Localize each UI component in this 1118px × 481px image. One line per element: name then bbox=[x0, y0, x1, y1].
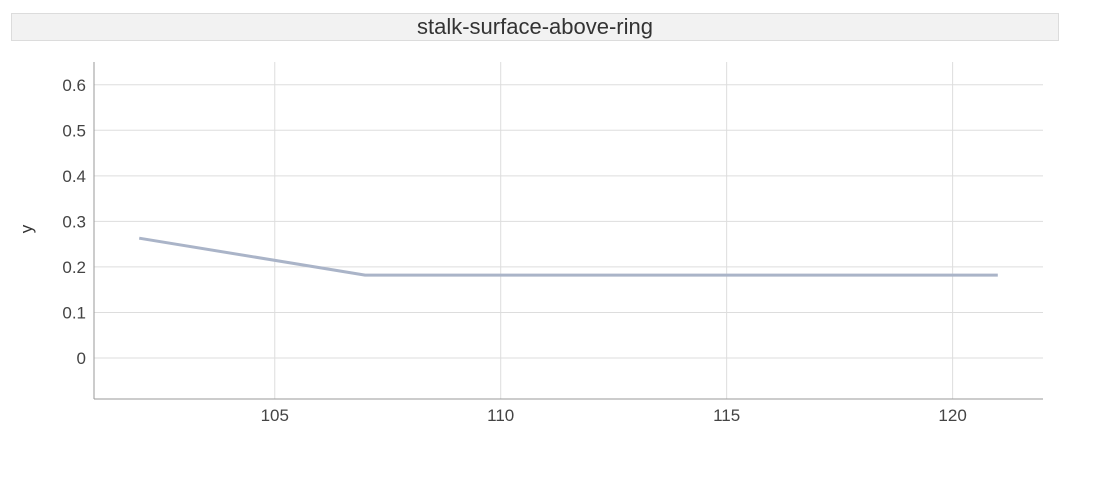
tick-labels: 0 0.1 0.2 0.3 0.4 0.5 0.6 105 110 115 120 bbox=[62, 76, 966, 425]
series-line bbox=[138, 236, 998, 277]
chart-title: stalk-surface-above-ring bbox=[11, 13, 1059, 41]
y-tick-label: 0 bbox=[77, 349, 86, 368]
axes bbox=[93, 62, 1043, 400]
y-tick-label: 0.6 bbox=[62, 76, 86, 95]
plot-area bbox=[138, 236, 998, 277]
y-tick-label: 0.4 bbox=[62, 167, 86, 186]
x-tick-label: 110 bbox=[487, 406, 514, 425]
y-axis-label: y bbox=[17, 224, 36, 233]
x-tick-label: 120 bbox=[938, 406, 966, 425]
y-tick-label: 0.5 bbox=[62, 121, 86, 140]
x-tick-label: 115 bbox=[713, 406, 740, 425]
x-tick-label: 105 bbox=[261, 406, 289, 425]
y-tick-label: 0.1 bbox=[62, 303, 86, 322]
y-tick-label: 0.3 bbox=[62, 212, 86, 231]
grid-lines bbox=[94, 62, 1043, 399]
y-tick-label: 0.2 bbox=[62, 258, 86, 277]
